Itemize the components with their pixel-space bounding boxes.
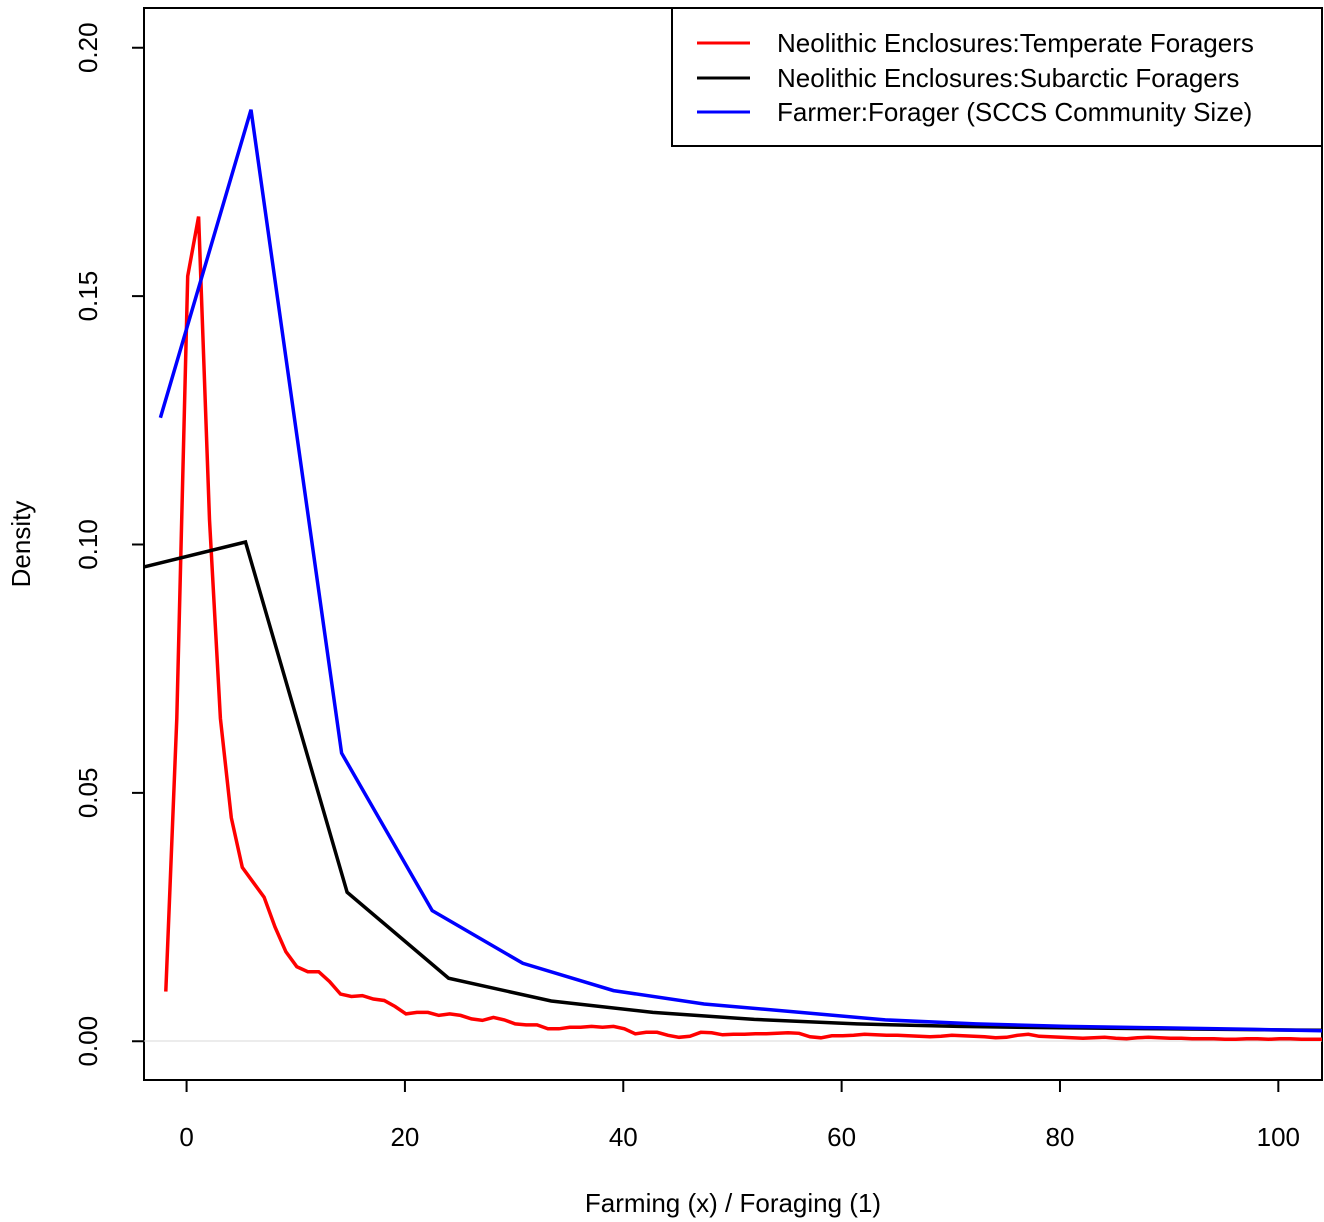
y-axis-title: Density <box>6 501 36 588</box>
x-tick-label: 60 <box>827 1122 856 1152</box>
x-tick-label: 20 <box>390 1122 419 1152</box>
series-layer <box>143 109 1323 1042</box>
x-axis: 0 20 40 60 80 100 <box>179 1080 1300 1152</box>
legend-label-temperate: Neolithic Enclosures:Temperate Foragers <box>777 28 1254 58</box>
y-tick-label: 0.10 <box>73 519 103 570</box>
x-tick-label: 80 <box>1046 1122 1075 1152</box>
legend-box <box>671 7 1323 147</box>
legend-label-subarctic: Neolithic Enclosures:Subarctic Foragers <box>777 63 1239 93</box>
y-tick-label: 0.15 <box>73 271 103 322</box>
x-axis-title: Farming (x) / Foraging (1) <box>585 1188 881 1218</box>
y-tick-label: 0.05 <box>73 768 103 819</box>
series-line-temperate-foragers <box>164 216 1322 1042</box>
y-tick-label: 0.20 <box>73 22 103 73</box>
x-tick-label: 40 <box>609 1122 638 1152</box>
x-tick-label: 0 <box>179 1122 193 1152</box>
y-axis: 0.00 0.05 0.10 0.15 0.20 <box>73 22 144 1067</box>
legend-label-sccs: Farmer:Forager (SCCS Community Size) <box>777 97 1252 127</box>
y-tick-label: 0.00 <box>73 1016 103 1067</box>
legend: Neolithic Enclosures:Temperate Foragers … <box>671 7 1323 147</box>
x-tick-label: 100 <box>1257 1122 1300 1152</box>
series-line-sccs-community-size <box>158 109 1323 1033</box>
